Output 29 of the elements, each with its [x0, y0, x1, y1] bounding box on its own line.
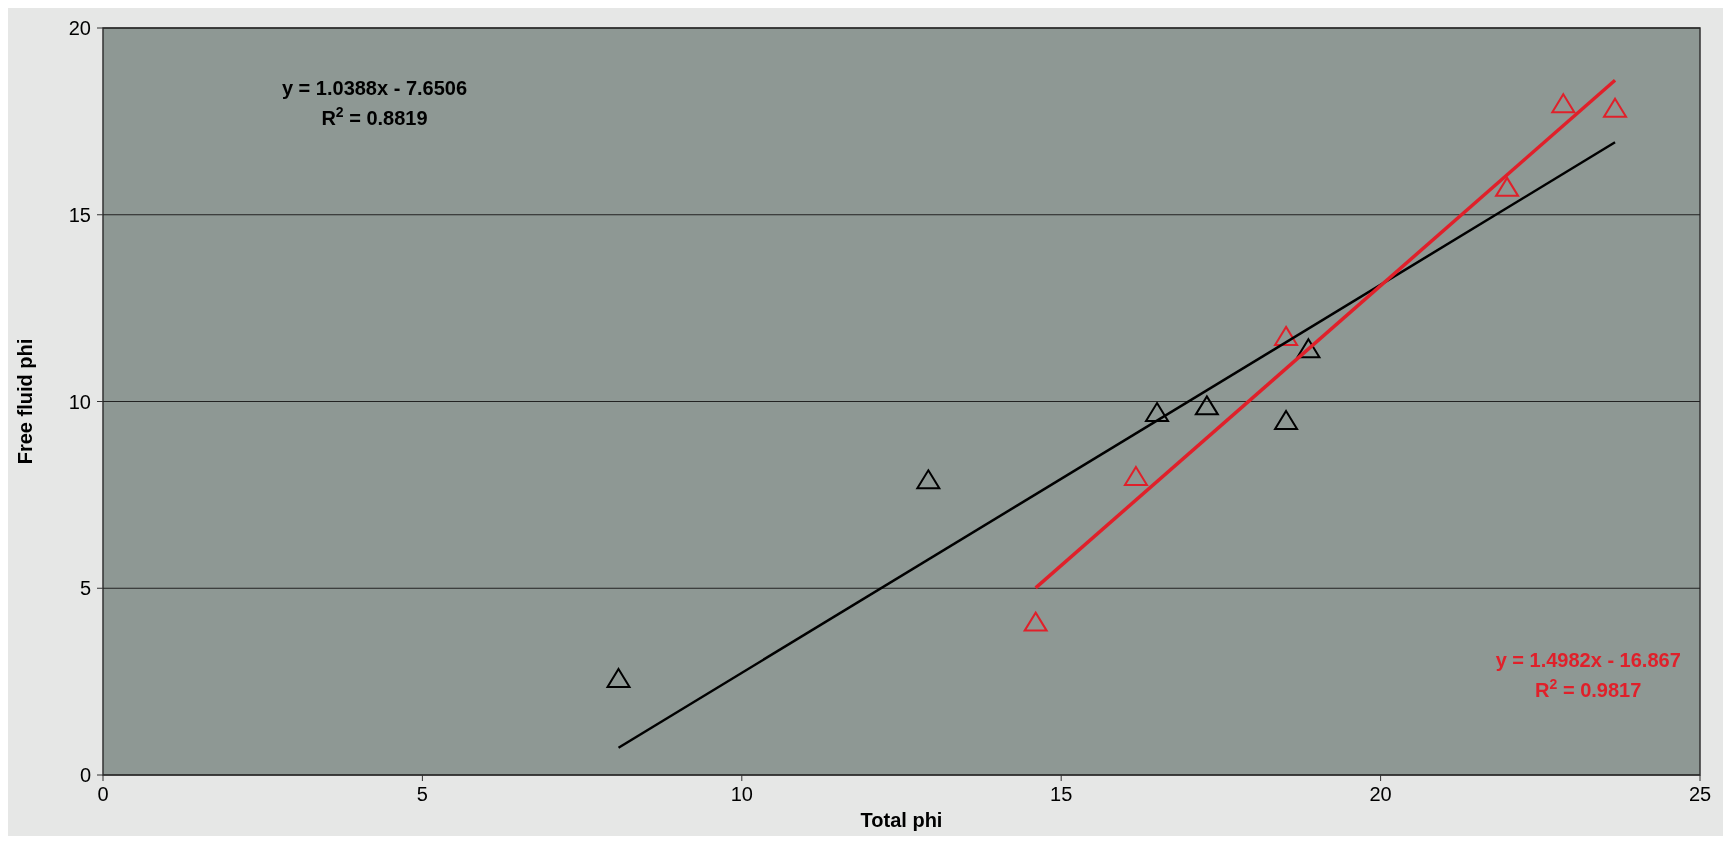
x-tick-label: 15	[1050, 783, 1073, 805]
y-tick-label: 0	[79, 764, 91, 786]
point	[606, 668, 631, 689]
x-tick-label: 5	[416, 783, 428, 805]
x-tick-label: 10	[730, 783, 753, 805]
point	[1495, 176, 1520, 197]
x-axis-title: Total phi	[860, 809, 943, 831]
point	[1145, 402, 1170, 423]
point	[1194, 395, 1219, 416]
annotation: R$^{2}$ = 0.8819	[321, 104, 428, 130]
point	[1274, 325, 1299, 346]
point	[916, 469, 941, 490]
annotation: y = 1.4982x - 16.867	[1495, 648, 1681, 671]
point	[1296, 338, 1321, 359]
point	[1274, 409, 1299, 430]
point	[1123, 465, 1148, 486]
y-tick-label: 10	[68, 390, 91, 413]
point	[1603, 97, 1628, 118]
annotation: y = 1.0388x - 7.6506	[281, 77, 468, 100]
point	[1551, 93, 1576, 114]
annotation: R$^{2}$ = 0.9817	[1535, 675, 1642, 701]
x-tick-label: 25	[1688, 783, 1712, 805]
y-tick-label: 20	[68, 17, 91, 39]
x-tick-label: 0	[97, 783, 109, 805]
y-tick-label: 5	[79, 577, 91, 600]
point	[1023, 611, 1048, 632]
y-tick-label: 15	[68, 203, 91, 226]
y-axis-title: Free fluid phi	[14, 338, 36, 465]
x-tick-label: 20	[1369, 783, 1392, 805]
